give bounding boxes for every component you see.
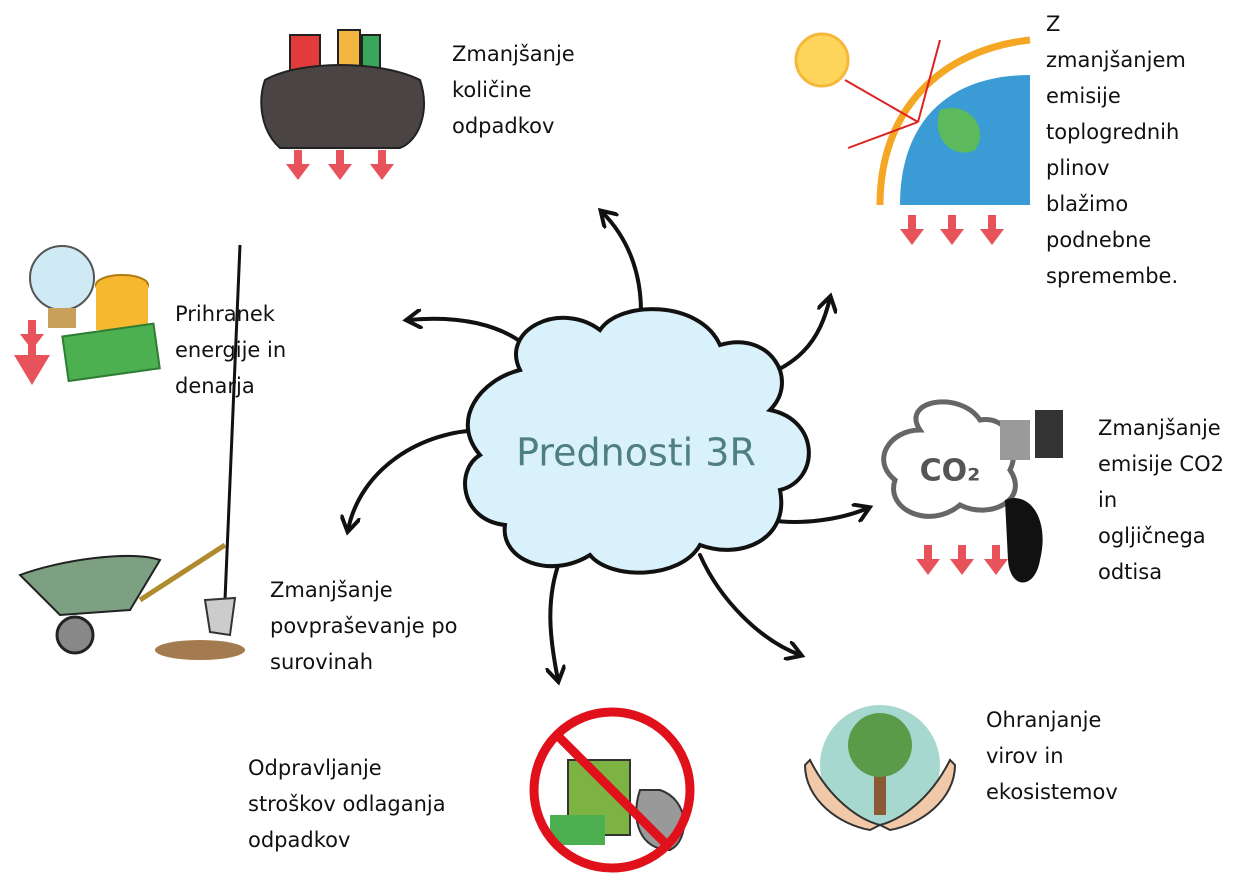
node-label: povpraševanje po (270, 614, 458, 638)
node-label: Zmanjšanje (270, 578, 393, 602)
node-label: zmanjšanjem (1046, 48, 1186, 72)
icon-savings (14, 246, 160, 385)
node-label: podnebne (1046, 228, 1151, 252)
node-label: ekosistemov (986, 780, 1118, 804)
icon-waste (261, 30, 424, 180)
icon-ecosystem (805, 705, 955, 830)
page: {"center": {"label": "Prednosti 3R"}, "n… (0, 0, 1256, 886)
icon-text: CO₂ (920, 454, 981, 489)
node-label: energije in (175, 338, 286, 362)
node-label: Zmanjšanje (1098, 416, 1221, 440)
node-label: Ohranjanje (986, 708, 1101, 732)
node-label: emisije CO2 (1098, 452, 1224, 476)
node-label: spremembe. (1046, 264, 1178, 288)
node-label: odpadkov (452, 114, 554, 138)
node-label: emisije (1046, 84, 1121, 108)
node-label: denarja (175, 374, 255, 398)
node-label: surovinah (270, 650, 373, 674)
center-label: Prednosti 3R (516, 431, 756, 475)
diagram: Prednosti 3R CO₂ (0, 0, 1256, 886)
icon-co2: CO₂ (884, 402, 1063, 583)
node-label: virov in (986, 744, 1064, 768)
node-label: Zmanjšanje (452, 42, 575, 66)
node-label: blažimo (1046, 192, 1128, 216)
node-label: toplogrednih (1046, 120, 1179, 144)
node-label: in (1098, 488, 1117, 512)
node-label: Odpravljanje (248, 756, 382, 780)
icon-disposal (534, 712, 690, 868)
node-label: odpadkov (248, 828, 350, 852)
node-label: Z (1046, 12, 1060, 36)
icon-climate (796, 34, 1030, 245)
node-label: odtisa (1098, 560, 1162, 584)
node-label: Prihranek (175, 302, 276, 326)
node-label: količine (452, 78, 532, 102)
node-label: stroškov odlaganja (248, 792, 446, 816)
node-label: plinov (1046, 156, 1110, 180)
node-label: ogljičnega (1098, 524, 1206, 548)
